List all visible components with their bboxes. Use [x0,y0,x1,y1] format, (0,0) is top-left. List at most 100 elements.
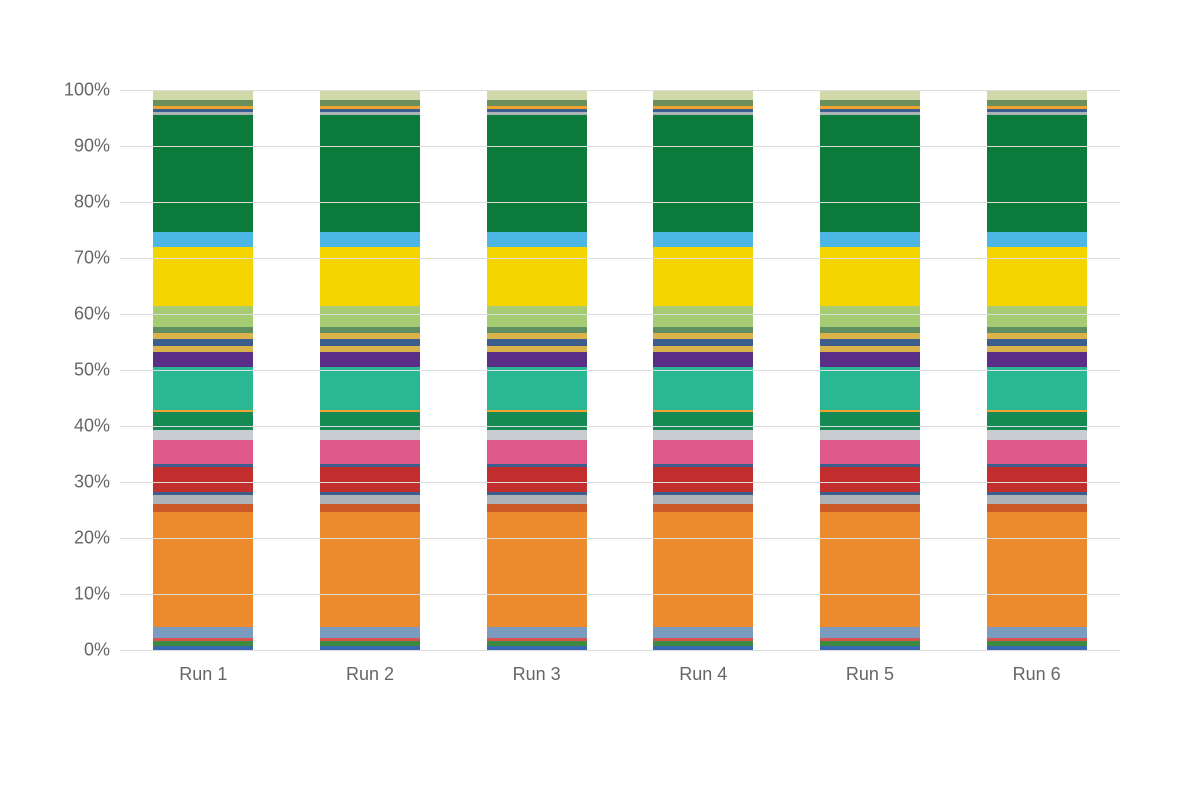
bar-segment [153,627,253,638]
bar-segment [487,512,587,628]
bar-segment [653,504,753,511]
bar-segment [987,512,1087,628]
gridline [120,426,1120,427]
bar-segment [320,232,420,247]
bar-segment [820,627,920,638]
bar-segment [987,115,1087,232]
bar-segment [153,115,253,232]
bar-segment [987,232,1087,247]
bar-segment [153,247,253,305]
bar-segment [820,367,920,410]
bar-segment [820,306,920,328]
y-tick-label: 70% [50,248,110,269]
bar-segment [987,90,1087,99]
bar-segment [820,512,920,628]
bar-segment [653,440,753,465]
bar-segment [153,90,253,99]
bar-segment [653,367,753,410]
bar-segment [487,115,587,232]
y-tick-label: 20% [50,528,110,549]
bar-segment [487,367,587,410]
bar-segment [320,90,420,99]
bar-segment [653,627,753,638]
bar-segment [987,430,1087,439]
bar-segment [320,367,420,410]
bar-segment [653,412,753,430]
bar-segment [153,504,253,511]
bar-segment [653,115,753,232]
bar-segment [153,467,253,492]
bar-segment [320,495,420,504]
bar-segment [653,467,753,492]
plot-area [120,90,1120,650]
bar-segment [820,232,920,247]
y-tick-label: 100% [50,80,110,101]
bar-segment [987,412,1087,430]
stacked-bar-chart: Run 1Run 2Run 3Run 4Run 5Run 6 0%10%20%3… [80,90,1120,650]
bar-segment [487,352,587,367]
bar-segment [153,352,253,367]
bar-segment [820,495,920,504]
bar-segment [653,512,753,628]
bar-segment [487,412,587,430]
bar-segment [987,504,1087,511]
bar-segment [153,232,253,247]
gridline [120,370,1120,371]
bar-segment [653,352,753,367]
x-tick-label: Run 2 [320,650,420,690]
bar-segment [153,306,253,328]
bar-segment [320,115,420,232]
bar-segment [487,90,587,99]
y-tick-label: 60% [50,304,110,325]
bar-segment [987,467,1087,492]
y-tick-label: 90% [50,136,110,157]
gridline [120,314,1120,315]
bar-segment [653,232,753,247]
x-tick-label: Run 3 [487,650,587,690]
x-axis: Run 1 Run 2 Run 3 Run 4 Run 5 Run 6 [120,650,1120,690]
bar-segment [320,306,420,328]
bar-segment [820,430,920,439]
y-tick-label: 50% [50,360,110,381]
y-tick-label: 30% [50,472,110,493]
x-tick-label: Run 6 [987,650,1087,690]
bar-segment [320,352,420,367]
bar-segment [987,440,1087,465]
bar-segment [320,247,420,305]
bar-segment [320,627,420,638]
bar-segment [153,367,253,410]
gridline [120,538,1120,539]
y-tick-label: 40% [50,416,110,437]
bar-segment [987,495,1087,504]
bar-segment [820,115,920,232]
gridline [120,90,1120,91]
y-tick-label: 0% [50,640,110,661]
x-tick-label: Run 4 [653,650,753,690]
bar-segment [653,247,753,305]
bar-segment [320,412,420,430]
bar-segment [653,90,753,99]
gridline [120,482,1120,483]
bar-segment [487,247,587,305]
bar-segment [820,412,920,430]
bar-segment [320,512,420,628]
x-tick-label: Run 1 [153,650,253,690]
bar-segment [820,504,920,511]
bar-segment [153,440,253,465]
bar-segment [653,495,753,504]
bar-segment [820,352,920,367]
bar-segment [487,467,587,492]
bar-segment [987,367,1087,410]
y-tick-label: 10% [50,584,110,605]
bar-segment [987,627,1087,638]
x-tick-label: Run 5 [820,650,920,690]
bar-segment [487,440,587,465]
bar-segment [320,430,420,439]
gridline [120,594,1120,595]
bar-segment [487,306,587,328]
bar-segment [153,430,253,439]
bar-segment [320,440,420,465]
bar-segment [987,306,1087,328]
bar-segment [487,495,587,504]
bar-segment [320,504,420,511]
